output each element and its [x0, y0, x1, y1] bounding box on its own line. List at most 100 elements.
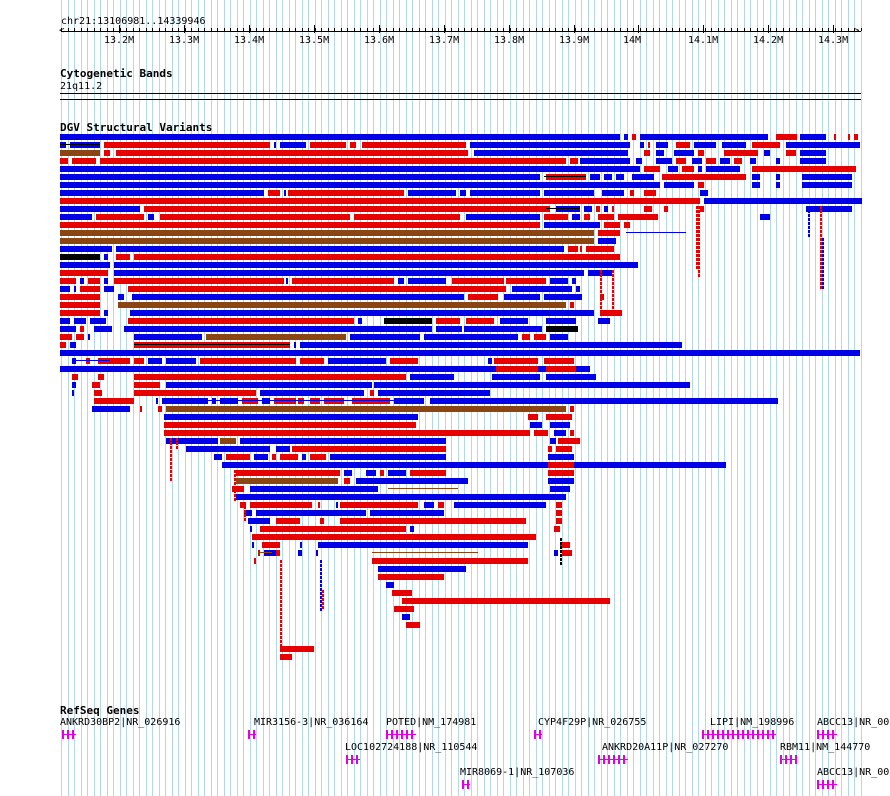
structural-variant[interactable] — [134, 374, 406, 380]
structural-variant[interactable] — [570, 430, 574, 436]
structural-variant[interactable] — [800, 150, 826, 156]
structural-variant-stack[interactable] — [244, 518, 246, 521]
structural-variant-stack[interactable] — [612, 270, 614, 273]
structural-variant[interactable] — [116, 150, 468, 156]
structural-variant-stack[interactable] — [696, 238, 698, 241]
structural-variant-stack[interactable] — [612, 278, 614, 281]
structural-variant[interactable] — [598, 230, 620, 236]
structural-variant-stack[interactable] — [170, 466, 172, 469]
gene-label[interactable]: CYP4F29P|NR_026755 — [538, 717, 647, 728]
structural-variant[interactable] — [492, 374, 540, 380]
structural-variant[interactable] — [602, 190, 624, 196]
cytoband-track-title[interactable]: Cytogenetic Bands — [60, 67, 173, 80]
structural-variant-stack[interactable] — [280, 608, 282, 611]
structural-variant[interactable] — [402, 614, 410, 620]
structural-variant[interactable] — [318, 542, 528, 548]
gene-exon[interactable] — [539, 730, 541, 739]
structural-variant[interactable] — [214, 454, 222, 460]
structural-variant[interactable] — [698, 182, 704, 188]
structural-variant-stack[interactable] — [820, 250, 822, 253]
gene-exon[interactable] — [623, 755, 625, 764]
structural-variant-stack[interactable] — [698, 222, 700, 225]
structural-variant-stack[interactable] — [820, 226, 822, 229]
gene-exon[interactable] — [767, 730, 769, 739]
structural-variant[interactable] — [104, 310, 108, 316]
structural-variant[interactable] — [544, 222, 600, 228]
structural-variant-stack[interactable] — [322, 590, 324, 593]
structural-variant[interactable] — [236, 470, 340, 476]
structural-variant-stack[interactable] — [612, 282, 614, 285]
structural-variant-stack[interactable] — [320, 568, 322, 571]
structural-variant[interactable] — [378, 390, 490, 396]
gene-exon[interactable] — [732, 730, 734, 739]
structural-variant[interactable] — [104, 254, 108, 260]
structural-variant[interactable] — [802, 174, 852, 180]
structural-variant[interactable] — [572, 278, 576, 284]
structural-variant[interactable] — [408, 278, 446, 284]
gene-exon[interactable] — [598, 755, 600, 764]
structural-variant[interactable] — [70, 142, 100, 148]
structural-variant[interactable] — [60, 326, 76, 332]
structural-variant[interactable] — [624, 134, 628, 140]
structural-variant[interactable] — [406, 622, 420, 628]
structural-variant[interactable] — [72, 158, 96, 164]
structural-variant[interactable] — [580, 158, 630, 164]
structural-variant-stack[interactable] — [600, 306, 602, 309]
structural-variant[interactable] — [722, 142, 746, 148]
structural-variant[interactable] — [236, 478, 338, 484]
structural-variant-stack[interactable] — [600, 278, 602, 281]
structural-variant[interactable] — [548, 462, 574, 468]
gene-exon[interactable] — [747, 730, 749, 739]
structural-variant[interactable] — [676, 158, 686, 164]
refseq-track-title[interactable]: RefSeq Genes — [60, 704, 140, 717]
structural-variant-stack[interactable] — [320, 608, 322, 611]
structural-variant-stack[interactable] — [244, 514, 246, 517]
structural-variant[interactable] — [310, 142, 346, 148]
gene-exon[interactable] — [462, 780, 464, 789]
structural-variant[interactable] — [94, 390, 102, 396]
structural-variant[interactable] — [60, 134, 620, 140]
structural-variant-stack[interactable] — [320, 592, 322, 595]
structural-variant[interactable] — [786, 150, 796, 156]
structural-variant-stack[interactable] — [696, 234, 698, 237]
structural-variant-stack[interactable] — [560, 546, 562, 549]
structural-variant[interactable] — [60, 342, 66, 348]
structural-variant[interactable] — [682, 166, 694, 172]
structural-variant-stack[interactable] — [320, 564, 322, 567]
structural-variant-stack[interactable] — [320, 576, 322, 579]
structural-variant-stack[interactable] — [808, 234, 810, 237]
gene-exon[interactable] — [707, 730, 709, 739]
structural-variant-stack[interactable] — [698, 246, 700, 249]
structural-variant-stack[interactable] — [234, 490, 236, 493]
structural-variant[interactable] — [410, 374, 454, 380]
structural-variant[interactable] — [60, 350, 860, 356]
structural-variant-stack[interactable] — [280, 588, 282, 591]
structural-variant[interactable] — [272, 454, 276, 460]
structural-variant[interactable] — [140, 406, 142, 412]
structural-variant[interactable] — [466, 318, 494, 324]
structural-variant[interactable] — [86, 358, 90, 364]
structural-variant[interactable] — [848, 134, 850, 140]
structural-variant[interactable] — [226, 454, 250, 460]
gene-exon[interactable] — [772, 730, 774, 739]
structural-variant-stack[interactable] — [176, 446, 178, 449]
structural-variant[interactable] — [104, 278, 108, 284]
structural-variant[interactable] — [576, 286, 580, 292]
structural-variant[interactable] — [100, 158, 566, 164]
structural-variant[interactable] — [556, 518, 562, 524]
structural-variant[interactable] — [72, 358, 76, 364]
structural-variant[interactable] — [162, 398, 208, 404]
structural-variant-stack[interactable] — [560, 542, 562, 545]
structural-variant-stack[interactable] — [600, 286, 602, 289]
gene-intron-line[interactable] — [62, 734, 76, 735]
structural-variant[interactable] — [550, 334, 568, 340]
structural-variant-stack[interactable] — [280, 576, 282, 579]
structural-variant[interactable] — [276, 518, 300, 524]
gene-exon[interactable] — [757, 730, 759, 739]
structural-variant[interactable] — [640, 134, 768, 140]
structural-variant-stack[interactable] — [320, 584, 322, 587]
structural-variant[interactable] — [316, 550, 318, 556]
gene-label[interactable]: ANKRD30BP2|NR_026916 — [60, 717, 181, 728]
structural-variant[interactable] — [752, 182, 760, 188]
structural-variant[interactable] — [588, 270, 612, 276]
